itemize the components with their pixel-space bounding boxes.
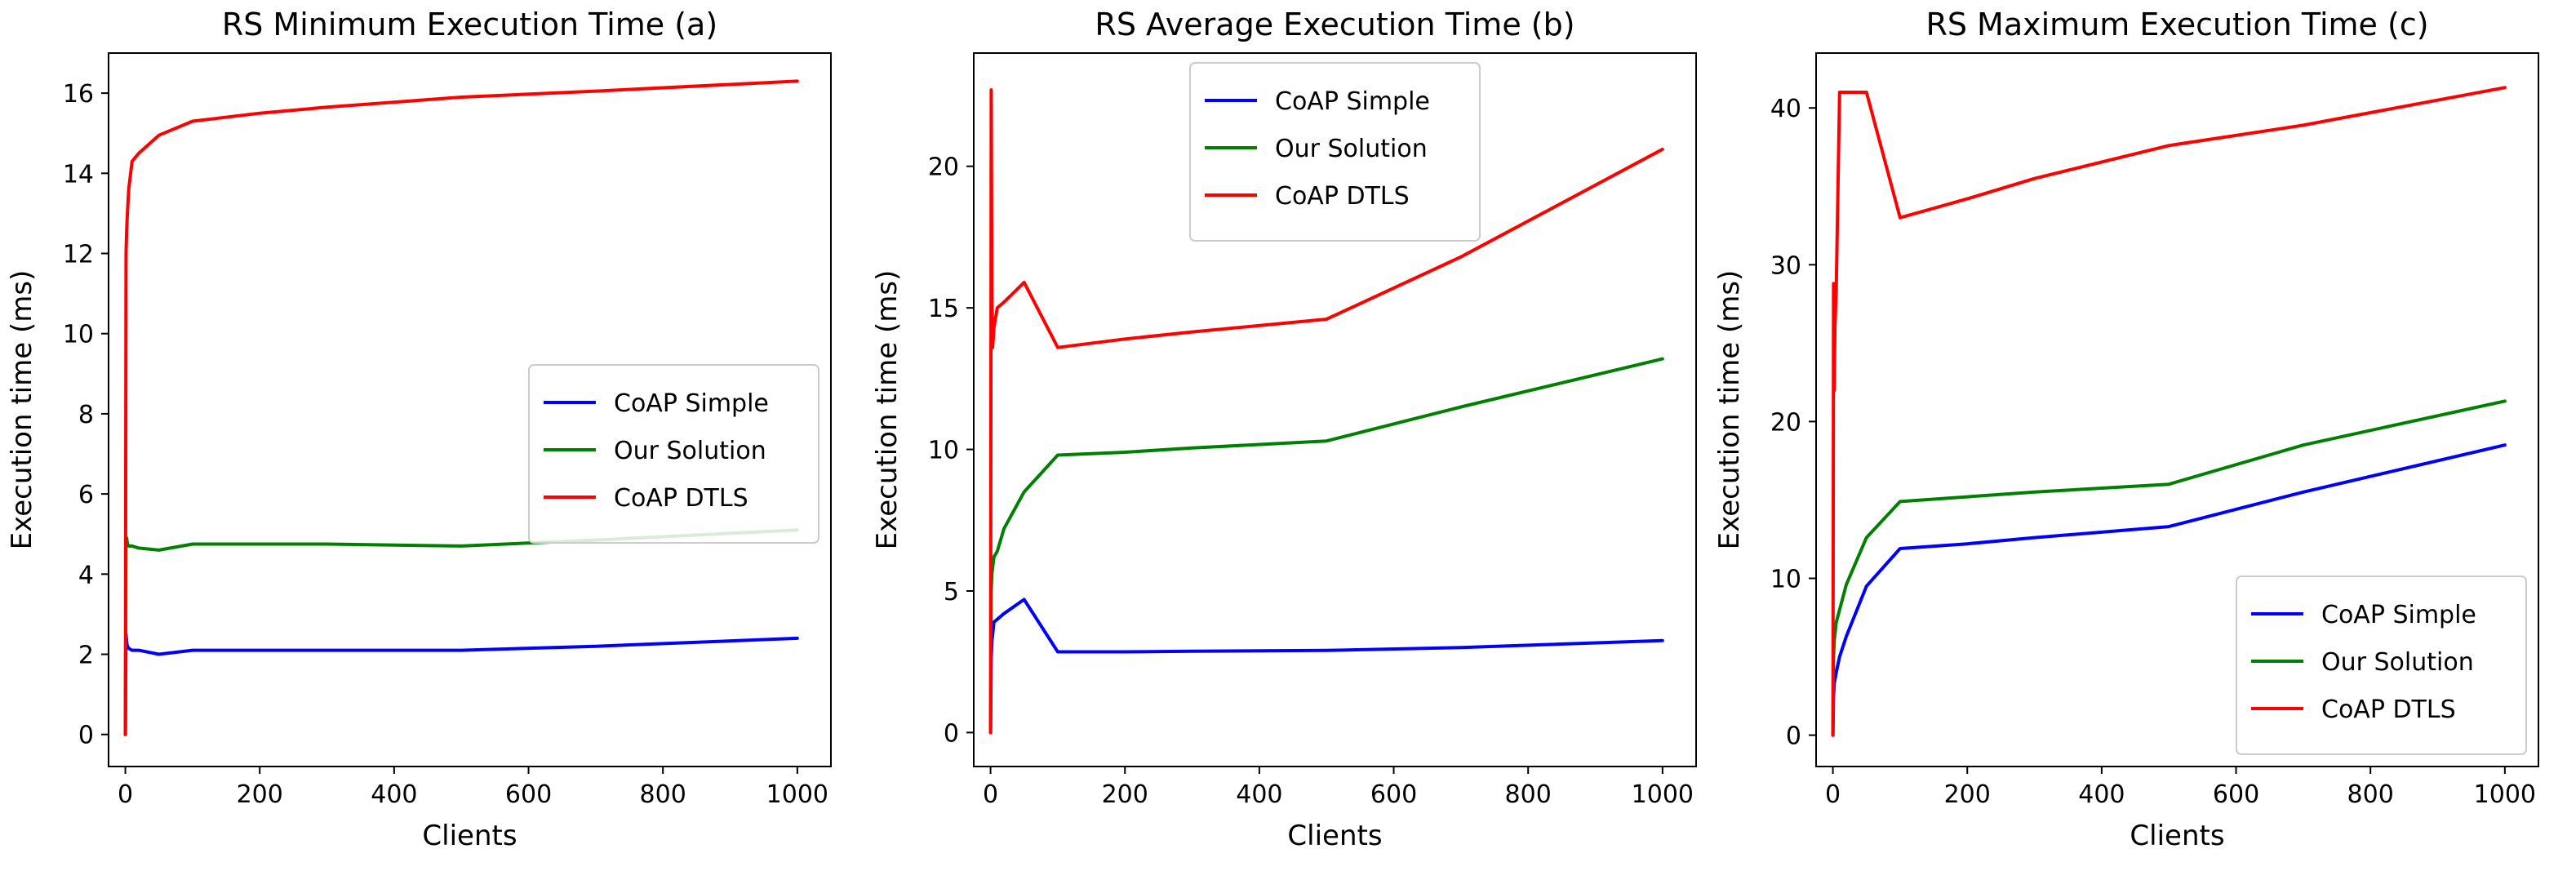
plot-frame bbox=[973, 52, 1697, 767]
chart-panel-2: RS Maximum Execution Time (c) Clients Exec… bbox=[1713, 7, 2539, 852]
y-tick-label: 16 bbox=[63, 80, 94, 109]
legend: CoAP Simple Our Solution CoAP DTLS bbox=[528, 364, 819, 544]
y-axis-label: Execution time (ms) bbox=[871, 270, 904, 550]
legend-label: Our Solution bbox=[1275, 135, 1428, 163]
series-line-1 bbox=[123, 528, 799, 736]
legend-label: Our Solution bbox=[614, 437, 766, 465]
series-line-2 bbox=[123, 79, 799, 736]
x-tick-label: 800 bbox=[2347, 780, 2394, 809]
x-tick-label: 400 bbox=[371, 780, 417, 809]
legend-label: CoAP DTLS bbox=[2321, 695, 2456, 724]
y-tick-label: 15 bbox=[928, 295, 959, 323]
x-tick-label: 0 bbox=[118, 780, 133, 809]
y-axis-label: Execution time (ms) bbox=[1713, 270, 1746, 550]
chart-title: RS Minimum Execution Time (a) bbox=[222, 7, 717, 42]
chart-panel-0: RS Minimum Execution Time (a) Clients Exec… bbox=[6, 7, 832, 852]
y-axis-label: Execution time (ms) bbox=[6, 270, 38, 550]
plot-frame bbox=[1815, 52, 2539, 767]
y-tick-label: 4 bbox=[78, 561, 94, 589]
series-line-0 bbox=[988, 598, 1664, 735]
legend-box bbox=[1189, 62, 1481, 242]
y-tick-label: 0 bbox=[944, 719, 959, 748]
x-tick-label: 200 bbox=[1102, 780, 1148, 809]
x-tick-label: 200 bbox=[237, 780, 283, 809]
x-tick-label: 400 bbox=[1236, 780, 1282, 809]
x-tick-label: 200 bbox=[1944, 780, 1991, 809]
y-tick-label: 2 bbox=[78, 642, 94, 670]
legend-label: CoAP Simple bbox=[2321, 601, 2476, 629]
chart-title: RS Average Execution Time (b) bbox=[1095, 7, 1574, 42]
y-tick-label: 0 bbox=[1786, 722, 1801, 751]
y-tick-label: 5 bbox=[944, 578, 959, 607]
x-axis-label: Clients bbox=[2130, 820, 2224, 852]
legend-label: CoAP DTLS bbox=[1275, 182, 1410, 211]
chart-title: RS Maximum Execution Time (c) bbox=[1925, 7, 2428, 42]
chart-panel-1: RS Average Execution Time (b) Clients Exec… bbox=[871, 7, 1697, 852]
x-tick-label: 1000 bbox=[766, 780, 828, 809]
y-tick-label: 14 bbox=[63, 160, 94, 189]
y-tick-label: 20 bbox=[1770, 408, 1801, 437]
series-line-1 bbox=[988, 357, 1664, 735]
x-tick-label: 1000 bbox=[2474, 780, 2536, 809]
y-tick-label: 30 bbox=[1770, 251, 1801, 280]
x-tick-label: 400 bbox=[2078, 780, 2125, 809]
legend-label: CoAP Simple bbox=[614, 389, 769, 418]
y-tick-label: 10 bbox=[928, 437, 959, 465]
series-line-0 bbox=[123, 633, 799, 736]
x-tick-label: 600 bbox=[1370, 780, 1417, 809]
x-axis-label: Clients bbox=[1287, 820, 1382, 852]
x-tick-label: 600 bbox=[505, 780, 552, 809]
x-tick-label: 600 bbox=[2213, 780, 2259, 809]
y-tick-label: 0 bbox=[78, 722, 94, 750]
y-tick-label: 10 bbox=[63, 321, 94, 349]
y-tick-label: 12 bbox=[63, 241, 94, 269]
legend-box bbox=[2236, 575, 2527, 755]
x-tick-label: 800 bbox=[640, 780, 686, 809]
x-tick-label: 1000 bbox=[1632, 780, 1694, 809]
legend: CoAP Simple Our Solution CoAP DTLS bbox=[1189, 62, 1481, 242]
legend-box bbox=[528, 364, 819, 544]
y-tick-label: 40 bbox=[1770, 95, 1801, 123]
y-tick-label: 6 bbox=[78, 481, 94, 509]
y-tick-label: 10 bbox=[1770, 565, 1801, 593]
x-tick-label: 800 bbox=[1505, 780, 1552, 809]
x-tick-label: 0 bbox=[983, 780, 998, 809]
plot-frame bbox=[108, 52, 832, 767]
y-tick-label: 20 bbox=[928, 153, 959, 182]
x-axis-label: Clients bbox=[422, 820, 517, 852]
legend-label: CoAP DTLS bbox=[614, 484, 748, 513]
x-tick-label: 0 bbox=[1825, 780, 1841, 809]
legend: CoAP Simple Our Solution CoAP DTLS bbox=[2236, 575, 2527, 755]
y-tick-label: 8 bbox=[78, 401, 94, 429]
series-line-2 bbox=[1831, 86, 2507, 737]
legend-label: CoAP Simple bbox=[1275, 87, 1430, 116]
series-line-2 bbox=[988, 88, 1664, 735]
legend-label: Our Solution bbox=[2321, 648, 2474, 677]
